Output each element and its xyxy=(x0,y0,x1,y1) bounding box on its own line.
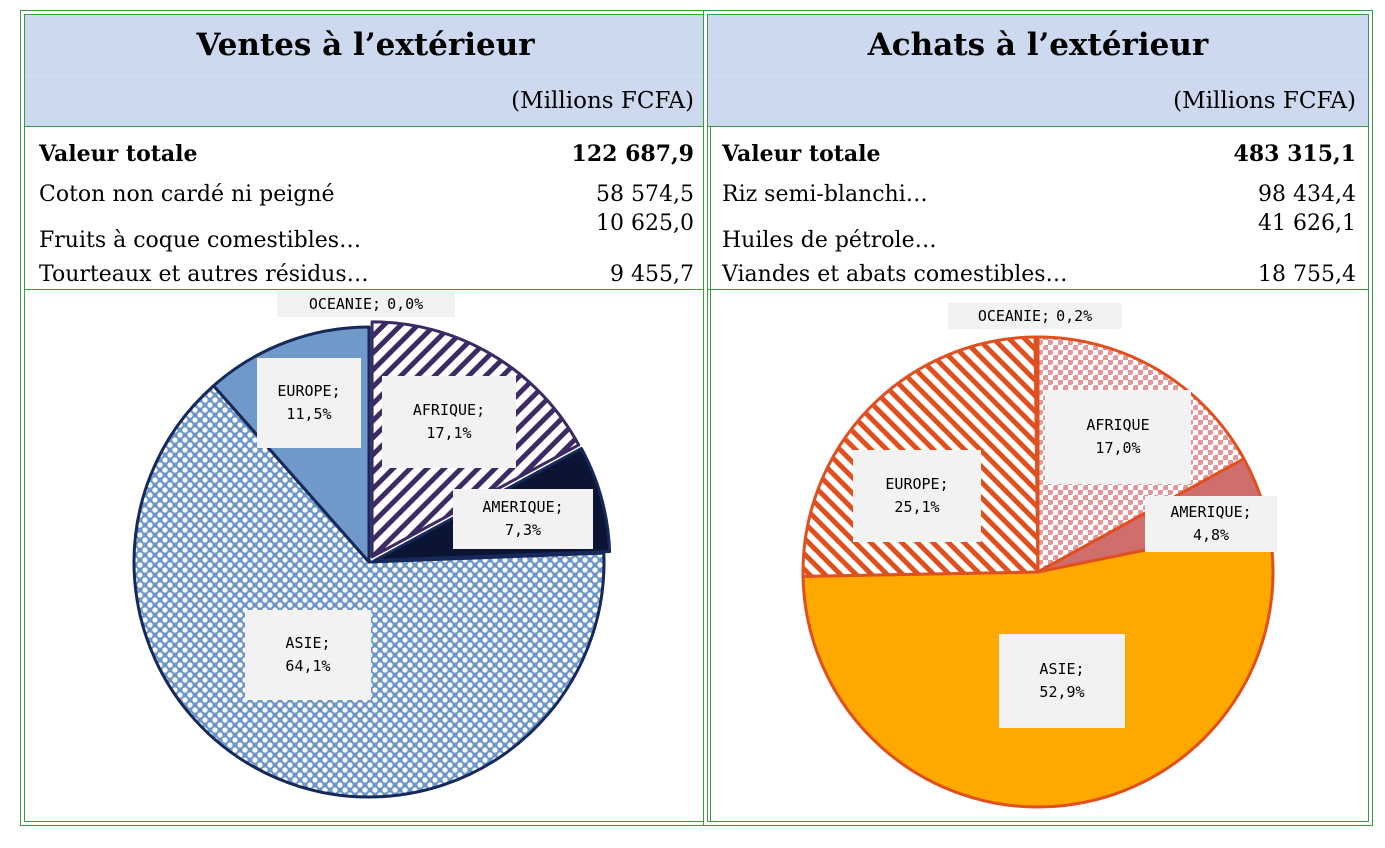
total-value: 483 315,1 xyxy=(1233,141,1356,167)
table-row: Fruits à coque comestibles… 10 625,0 xyxy=(39,207,694,253)
exports-unit: (Millions FCFA) xyxy=(25,76,706,127)
exports-title: Ventes à l’extérieur xyxy=(25,15,706,76)
total-label: Valeur totale xyxy=(39,141,198,167)
pie-label-oceanie: OCEANIE; 0,2% xyxy=(948,303,1122,329)
table-row: Viandes et abats comestibles… 18 755,4 xyxy=(722,253,1356,287)
table-row: Riz semi-blanchi… 98 434,4 xyxy=(722,167,1356,207)
pie-label-afrique: AFRIQUE; 17,1% xyxy=(382,376,516,468)
exports-table: Valeur totale 122 687,9 Coton non cardé … xyxy=(25,127,706,290)
row-label: Tourteaux et autres résidus… xyxy=(39,262,369,287)
pie-label-afrique: AFRIQUE 17,0% xyxy=(1045,390,1191,484)
total-label: Valeur totale xyxy=(722,141,881,167)
exports-panel: Ventes à l’extérieur (Millions FCFA) Val… xyxy=(24,14,707,822)
row-value: 98 434,4 xyxy=(1258,182,1356,207)
table-row: Coton non cardé ni peigné 58 574,5 xyxy=(39,167,694,207)
pie-label-oceanie: OCEANIE; 0,0% xyxy=(277,291,455,317)
row-label: Coton non cardé ni peigné xyxy=(39,182,335,207)
row-label: Riz semi-blanchi… xyxy=(722,182,928,207)
table-row: Valeur totale 483 315,1 xyxy=(722,127,1356,167)
table-row: Tourteaux et autres résidus… 9 455,7 xyxy=(39,253,694,287)
row-value: 10 625,0 xyxy=(596,211,694,236)
pie-slice-oceanie xyxy=(1033,335,1040,574)
imports-title: Achats à l’extérieur xyxy=(708,15,1368,76)
table-row: Huiles de pétrole… 41 626,1 xyxy=(722,207,1356,253)
pie-label-amerique: AMERIQUE; 7,3% xyxy=(453,489,593,549)
pie-label-europe: EUROPE; 11,5% xyxy=(257,358,361,448)
row-value: 58 574,5 xyxy=(596,182,694,207)
row-label: Fruits à coque comestibles… xyxy=(39,228,362,253)
exports-pie-chart: AFRIQUE; 17,1% AMERIQUE; 7,3% ASIE; 64,1% E… xyxy=(25,290,706,821)
pie-label-asie: ASIE; 52,9% xyxy=(999,634,1125,728)
row-value: 9 455,7 xyxy=(610,262,694,287)
total-value: 122 687,9 xyxy=(571,141,694,167)
pie-label-asie: ASIE; 64,1% xyxy=(245,610,371,700)
exports-pie-svg xyxy=(132,320,612,799)
row-label: Viandes et abats comestibles… xyxy=(722,262,1068,287)
imports-pie-svg xyxy=(801,335,1275,809)
row-value: 18 755,4 xyxy=(1258,262,1356,287)
imports-pie-chart: AFRIQUE 17,0% AMERIQUE; 4,8% ASIE; 52,9% EU… xyxy=(708,290,1368,821)
pie-label-europe: EUROPE; 25,1% xyxy=(853,450,981,542)
row-label: Huiles de pétrole… xyxy=(722,228,937,253)
table-row: Valeur totale 122 687,9 xyxy=(39,127,694,167)
imports-unit: (Millions FCFA) xyxy=(708,76,1368,127)
imports-table: Valeur totale 483 315,1 Riz semi-blanchi… xyxy=(708,127,1368,290)
row-value: 41 626,1 xyxy=(1258,211,1356,236)
pie-label-amerique: AMERIQUE; 4,8% xyxy=(1145,496,1277,552)
imports-panel: Achats à l’extérieur (Millions FCFA) Val… xyxy=(707,14,1369,822)
